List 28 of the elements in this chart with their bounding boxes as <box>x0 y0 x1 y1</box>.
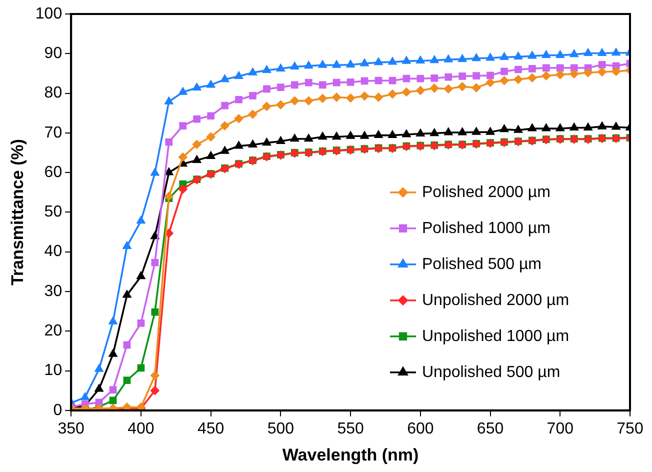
x-tick-label: 750 <box>616 420 644 438</box>
legend-label: Unpolished 500 µm <box>422 364 560 381</box>
legend-label: Unpolished 1000 µm <box>422 328 570 345</box>
x-tick-label: 700 <box>546 420 574 438</box>
x-tick-label: 550 <box>337 420 364 438</box>
legend-label: Polished 1000 µm <box>422 220 550 237</box>
x-tick-label: 600 <box>407 420 434 438</box>
y-tick-label: 50 <box>44 204 62 221</box>
y-tick-label: 90 <box>44 45 62 62</box>
y-tick-label: 0 <box>53 402 62 419</box>
y-tick-label: 10 <box>44 362 62 380</box>
x-tick-label: 350 <box>58 420 85 438</box>
y-tick-label: 20 <box>44 322 62 340</box>
y-axis-title: Transmittance (%) <box>8 138 27 286</box>
x-tick-label: 650 <box>476 420 504 438</box>
x-tick-label: 500 <box>267 420 294 438</box>
legend-label: Polished 500 µm <box>422 256 542 273</box>
legend-label: Polished 2000 µm <box>422 184 550 201</box>
y-tick-label: 100 <box>35 5 62 22</box>
legend-label: Unpolished 2000 µm <box>422 292 570 309</box>
x-tick-label: 450 <box>197 420 224 438</box>
y-tick-label: 30 <box>44 282 62 300</box>
y-tick-label: 60 <box>44 164 62 181</box>
x-axis-title: Wavelength (nm) <box>282 445 419 464</box>
y-tick-label: 80 <box>44 84 62 102</box>
y-tick-label: 40 <box>44 243 62 260</box>
y-tick-label: 70 <box>44 124 62 142</box>
x-tick-label: 400 <box>128 420 154 438</box>
